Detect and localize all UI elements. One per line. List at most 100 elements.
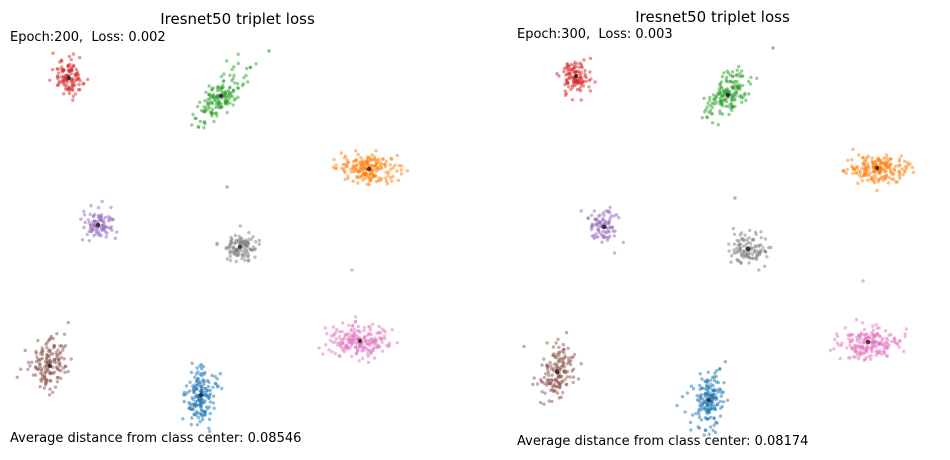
- data-point: [708, 378, 712, 383]
- data-point: [724, 78, 728, 82]
- data-point: [855, 339, 859, 343]
- data-point: [210, 112, 214, 116]
- data-point: [740, 100, 744, 105]
- data-point: [881, 349, 886, 354]
- data-point: [725, 87, 730, 91]
- data-point: [862, 350, 867, 355]
- data-point: [73, 92, 78, 96]
- data-point: [565, 382, 569, 387]
- data-point: [904, 166, 909, 170]
- data-point: [895, 180, 899, 184]
- data-point: [596, 227, 600, 231]
- data-point: [353, 159, 358, 163]
- data-point: [861, 340, 866, 345]
- data-point: [341, 341, 345, 346]
- data-point: [547, 381, 552, 386]
- data-point: [588, 89, 593, 93]
- data-point: [870, 330, 874, 335]
- data-point: [700, 116, 704, 120]
- data-point: [366, 360, 371, 365]
- data-point: [228, 101, 232, 105]
- data-point: [340, 321, 345, 325]
- data-point: [888, 168, 893, 172]
- data-point: [579, 70, 584, 75]
- data-point: [189, 370, 194, 375]
- data-point: [910, 165, 915, 170]
- data-point: [222, 72, 226, 76]
- data-point: [331, 325, 336, 329]
- data-point: [557, 345, 561, 349]
- data-point: [230, 67, 234, 72]
- data-point: [384, 176, 388, 180]
- data-point: [65, 86, 70, 91]
- data-point: [834, 332, 839, 336]
- data-point: [395, 341, 400, 345]
- data-point: [200, 417, 205, 422]
- data-point: [85, 232, 89, 237]
- data-point: [355, 329, 360, 333]
- data-point: [386, 173, 390, 178]
- data-point: [573, 65, 578, 69]
- data-point: [847, 337, 851, 341]
- data-point: [77, 55, 82, 60]
- data-point: [601, 211, 606, 215]
- data-point: [552, 362, 557, 366]
- data-point: [39, 357, 43, 361]
- data-point: [565, 78, 569, 82]
- data-point: [845, 167, 849, 172]
- data-point: [242, 76, 246, 80]
- data-point: [855, 335, 859, 340]
- class-center-marker: [237, 244, 243, 250]
- data-point: [55, 332, 59, 336]
- data-point: [354, 351, 358, 356]
- data-point: [198, 420, 202, 424]
- data-point: [724, 75, 729, 80]
- data-point: [215, 85, 219, 90]
- data-point: [884, 169, 888, 173]
- data-point: [207, 93, 211, 97]
- data-point: [61, 345, 66, 349]
- class-center-marker: [95, 222, 101, 228]
- data-point: [59, 65, 64, 69]
- data-point: [577, 65, 581, 69]
- cluster-1: [190, 52, 258, 130]
- data-point: [886, 181, 891, 185]
- data-point: [69, 66, 73, 70]
- data-point: [873, 159, 877, 163]
- data-point: [721, 400, 726, 404]
- data-point: [251, 235, 255, 239]
- outlier-point: [733, 196, 737, 200]
- data-point: [885, 160, 889, 165]
- data-point: [698, 383, 702, 388]
- data-point: [55, 83, 60, 87]
- data-point: [737, 239, 741, 243]
- data-point: [368, 325, 372, 330]
- data-point: [737, 83, 742, 87]
- data-point: [588, 70, 592, 74]
- data-point: [557, 351, 561, 355]
- data-point: [203, 99, 207, 103]
- data-point: [363, 338, 367, 343]
- data-point: [194, 372, 199, 376]
- data-point: [729, 80, 733, 84]
- data-point: [209, 100, 213, 104]
- data-point: [229, 235, 233, 240]
- data-point: [45, 346, 49, 350]
- data-point: [593, 217, 597, 221]
- data-point: [568, 72, 572, 76]
- data-point: [563, 66, 567, 71]
- data-point: [237, 238, 241, 243]
- data-point: [695, 398, 700, 402]
- data-point: [51, 51, 55, 55]
- data-point: [881, 178, 885, 183]
- data-point: [743, 233, 747, 237]
- data-point: [194, 410, 199, 414]
- data-point: [216, 105, 220, 109]
- data-point: [47, 337, 52, 342]
- data-point: [390, 328, 394, 332]
- data-point: [741, 95, 745, 100]
- data-point: [861, 321, 865, 325]
- data-point: [897, 170, 901, 174]
- data-point: [204, 405, 209, 409]
- data-point: [35, 355, 39, 359]
